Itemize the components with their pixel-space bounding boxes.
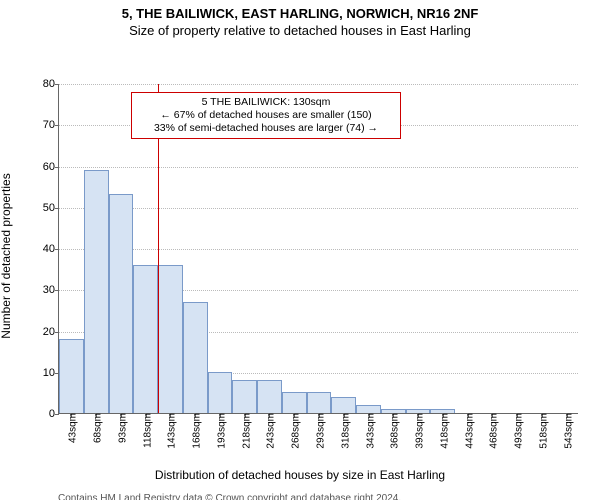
y-tick-label: 40 <box>43 243 59 255</box>
x-tick-label: 418sqm <box>435 413 450 449</box>
page-title: 5, THE BAILIWICK, EAST HARLING, NORWICH,… <box>0 6 600 21</box>
x-tick-label: 493sqm <box>510 413 525 449</box>
gridline <box>59 84 578 85</box>
x-tick-label: 68sqm <box>89 413 104 443</box>
annotation-box: 5 THE BAILIWICK: 130sqm← 67% of detached… <box>131 92 401 139</box>
x-tick-label: 243sqm <box>262 413 277 449</box>
x-tick-label: 318sqm <box>336 413 351 449</box>
x-tick-label: 168sqm <box>188 413 203 449</box>
x-tick-label: 293sqm <box>312 413 327 449</box>
x-tick-label: 393sqm <box>411 413 426 449</box>
histogram-bar <box>282 392 307 413</box>
histogram-bar <box>208 372 233 413</box>
histogram-bar <box>257 380 282 413</box>
x-tick-label: 518sqm <box>534 413 549 449</box>
x-tick-label: 543sqm <box>559 413 574 449</box>
histogram-bar <box>109 194 134 413</box>
histogram-bar <box>356 405 381 413</box>
x-tick-label: 143sqm <box>163 413 178 449</box>
y-tick-label: 70 <box>43 119 59 131</box>
gridline <box>59 249 578 250</box>
x-tick-label: 118sqm <box>138 413 153 448</box>
y-tick-label: 80 <box>43 78 59 90</box>
x-tick-label: 93sqm <box>113 413 128 443</box>
y-tick-label: 0 <box>49 408 59 420</box>
x-tick-label: 43sqm <box>64 413 79 443</box>
plot-area: 0102030405060708043sqm68sqm93sqm118sqm14… <box>58 84 578 414</box>
page-subtitle: Size of property relative to detached ho… <box>0 23 600 38</box>
y-tick-label: 30 <box>43 284 59 296</box>
y-tick-label: 20 <box>43 326 59 338</box>
histogram-bar <box>232 380 257 413</box>
x-tick-label: 343sqm <box>361 413 376 449</box>
x-tick-label: 218sqm <box>237 413 252 449</box>
histogram-bar <box>133 265 158 414</box>
annotation-line: 5 THE BAILIWICK: 130sqm <box>138 96 394 109</box>
histogram-bar <box>331 397 356 414</box>
x-tick-label: 468sqm <box>485 413 500 449</box>
annotation-line: ← 67% of detached houses are smaller (15… <box>138 109 394 122</box>
histogram-bar <box>183 302 208 413</box>
x-axis-label: Distribution of detached houses by size … <box>0 468 600 482</box>
histogram-bar <box>84 170 109 413</box>
annotation-line: 33% of semi-detached houses are larger (… <box>138 122 394 135</box>
y-tick-label: 60 <box>43 161 59 173</box>
y-tick-label: 10 <box>43 367 59 379</box>
x-tick-label: 368sqm <box>386 413 401 449</box>
histogram-bar <box>158 265 183 414</box>
histogram-bar <box>59 339 84 413</box>
gridline <box>59 208 578 209</box>
x-tick-label: 443sqm <box>460 413 475 449</box>
attribution-footer: Contains HM Land Registry data © Crown c… <box>58 492 440 500</box>
x-tick-label: 268sqm <box>287 413 302 449</box>
y-axis-label: Number of detached properties <box>0 173 13 338</box>
footer-line: Contains HM Land Registry data © Crown c… <box>58 492 440 500</box>
histogram-bar <box>307 392 332 413</box>
y-tick-label: 50 <box>43 202 59 214</box>
gridline <box>59 167 578 168</box>
x-tick-label: 193sqm <box>212 413 227 449</box>
